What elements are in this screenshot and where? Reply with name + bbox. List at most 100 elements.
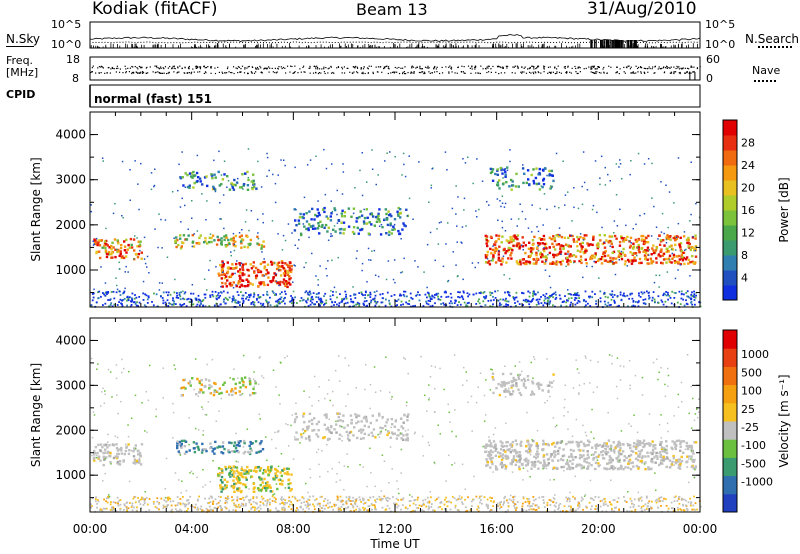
power-cell [553, 292, 555, 294]
power-cell [533, 235, 536, 239]
velocity-cell [633, 441, 636, 445]
velocity-cell [632, 465, 635, 468]
power-cell [220, 303, 222, 306]
velocity-cell [234, 447, 238, 450]
velocity-cell [330, 431, 333, 435]
power-cell [601, 257, 604, 260]
freq-dot [146, 66, 148, 69]
power-cell [589, 295, 592, 298]
power-cell [685, 256, 689, 259]
nave-dot [684, 72, 686, 74]
velocity-cell [639, 443, 642, 446]
freq-dot [232, 66, 235, 68]
nave-dot [122, 72, 124, 74]
power-cell [316, 208, 319, 211]
power-cell [533, 258, 536, 261]
nave-dot [532, 71, 534, 73]
freq-dot [636, 67, 639, 70]
power-cell [430, 298, 433, 300]
power-cell [560, 304, 562, 307]
power-cell [333, 208, 337, 212]
velocity-cell [545, 453, 549, 456]
velocity-cell [521, 462, 524, 466]
power-cell [624, 295, 627, 298]
power-cell [270, 280, 273, 284]
velocity-cell [274, 472, 277, 475]
power-cell [214, 291, 217, 293]
nave-dot [421, 71, 423, 73]
velocity-cell [639, 450, 642, 453]
power-cell [192, 186, 195, 189]
power-cell [294, 244, 296, 246]
power-cell [569, 303, 572, 306]
power-cell [280, 296, 283, 299]
power-cell [392, 278, 395, 281]
power-cell [146, 298, 149, 301]
power-cell [312, 224, 315, 227]
power-cell [238, 285, 242, 289]
nave-dot [91, 71, 94, 73]
power-cell [552, 255, 556, 259]
velocity-cell [494, 444, 497, 447]
power-cell [279, 302, 281, 305]
nave-dot [403, 71, 406, 73]
power-cell [123, 297, 126, 300]
freq-dot [598, 66, 600, 68]
power-cell [508, 277, 511, 280]
power-cell [226, 261, 229, 264]
power-cell [501, 235, 504, 238]
velocity-cell [287, 482, 290, 486]
power-cell [592, 204, 595, 207]
freq-dot [557, 65, 559, 67]
power-cell [172, 297, 174, 300]
power-cell [190, 172, 193, 175]
velocity-cell [536, 447, 539, 450]
nave-dot [556, 72, 558, 74]
power-cell [125, 238, 128, 242]
power-cell [232, 188, 236, 191]
power-cell [308, 236, 310, 239]
power-cell [378, 220, 381, 223]
velocity-cell [635, 464, 639, 468]
nave-dot [554, 72, 557, 75]
power-cell [127, 243, 130, 247]
power-cell [380, 223, 383, 226]
power-cell [499, 200, 501, 202]
power-cell [609, 180, 611, 182]
freq-dot [419, 67, 421, 69]
power-ytick-label: 4000 [55, 128, 86, 142]
power-cell [467, 295, 469, 298]
power-cell [177, 243, 180, 247]
power-cell [537, 302, 540, 305]
power-cell [219, 263, 222, 267]
nave-dot [197, 71, 199, 73]
velocity-cell [116, 452, 119, 456]
power-cell [190, 292, 192, 295]
power-cell [462, 298, 465, 300]
power-cell [257, 232, 259, 234]
power-cell [333, 207, 336, 210]
freq-dot [411, 65, 413, 67]
power-cell [103, 244, 106, 248]
velocity-cell [512, 457, 515, 460]
velocity-cell [367, 425, 370, 429]
freq-dot [415, 67, 417, 69]
freq-dot [678, 66, 680, 68]
power-cell [320, 299, 323, 302]
velocity-cell [219, 445, 222, 449]
velocity-cell [524, 460, 527, 463]
power-cell [579, 255, 583, 258]
power-cell [208, 305, 211, 307]
power-cell [221, 263, 224, 266]
power-cell [289, 283, 292, 286]
power-cell [515, 296, 518, 299]
power-cell [235, 284, 238, 288]
freq-dot [457, 66, 460, 68]
power-cell [314, 213, 317, 217]
power-cell [540, 296, 542, 298]
power-cell [664, 257, 667, 261]
velocity-cell [224, 465, 227, 469]
power-cell [116, 288, 119, 291]
velocity-cell [556, 449, 560, 453]
velocity-cell [229, 466, 233, 470]
